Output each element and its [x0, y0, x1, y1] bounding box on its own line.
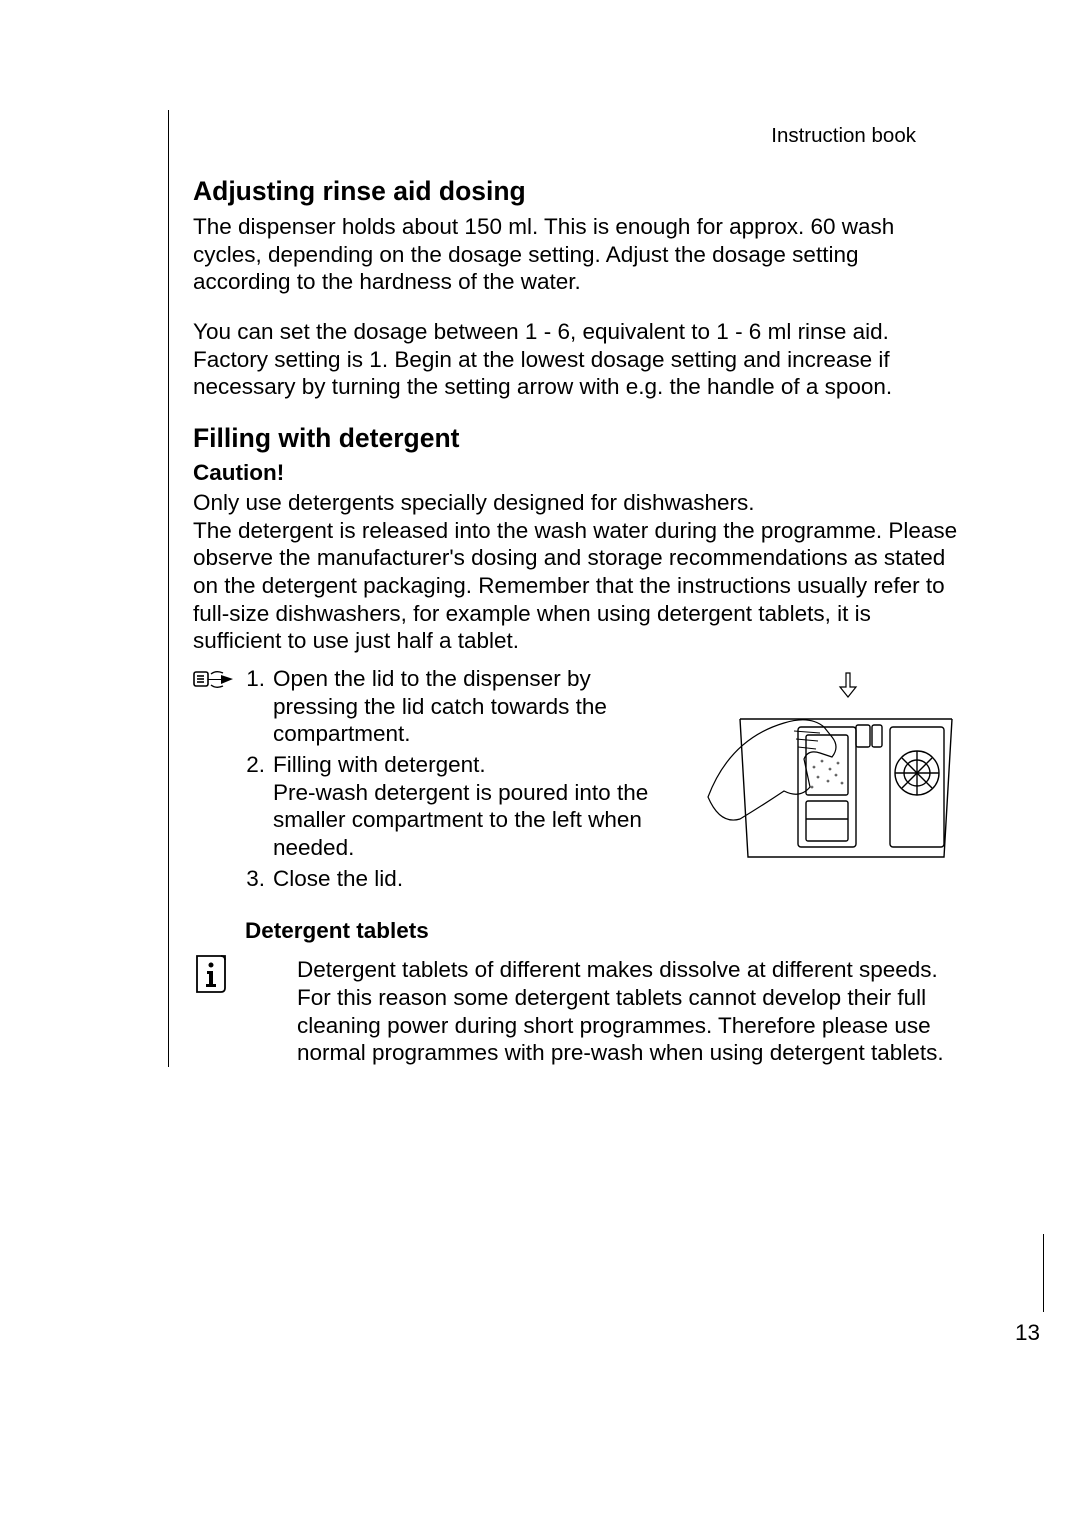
document-page: Instruction book Adjusting rinse aid dos… [168, 110, 958, 1067]
info-icon [193, 954, 229, 999]
page-number: 13 [1015, 1320, 1040, 1346]
tablets-heading: Detergent tablets [245, 918, 958, 944]
tablets-text: Detergent tablets of different makes dis… [297, 956, 958, 1067]
section-heading-rinse-aid: Adjusting rinse aid dosing [193, 176, 958, 207]
step-text: Close the lid. [273, 865, 668, 893]
para-rinse-aid-capacity: The dispenser holds about 150 ml. This i… [193, 213, 958, 296]
step-number: 1. [245, 665, 273, 748]
steps-block: 1. Open the lid to the dispenser by pres… [245, 665, 958, 892]
page-header: Instruction book [168, 110, 958, 158]
pointing-hand-icon [193, 667, 235, 696]
step-text: Open the lid to the dispenser by pressin… [273, 665, 668, 748]
detergent-dispenser-illustration [700, 669, 960, 874]
step-number: 3. [245, 865, 273, 893]
detergent-tablets-block: Detergent tablets Detergent tablets of d… [245, 918, 958, 1067]
caution-label: Caution! [193, 460, 958, 486]
para-rinse-aid-dosage: You can set the dosage between 1 - 6, eq… [193, 318, 958, 401]
page-content: Adjusting rinse aid dosing The dispenser… [168, 158, 958, 1067]
caution-text: Only use detergents specially designed f… [193, 489, 958, 655]
step-text: Filling with detergent. Pre-wash deterge… [273, 751, 668, 862]
page-number-rule [1043, 1234, 1045, 1312]
step-number: 2. [245, 751, 273, 862]
section-heading-detergent: Filling with detergent [193, 423, 958, 454]
header-title: Instruction book [771, 124, 916, 148]
